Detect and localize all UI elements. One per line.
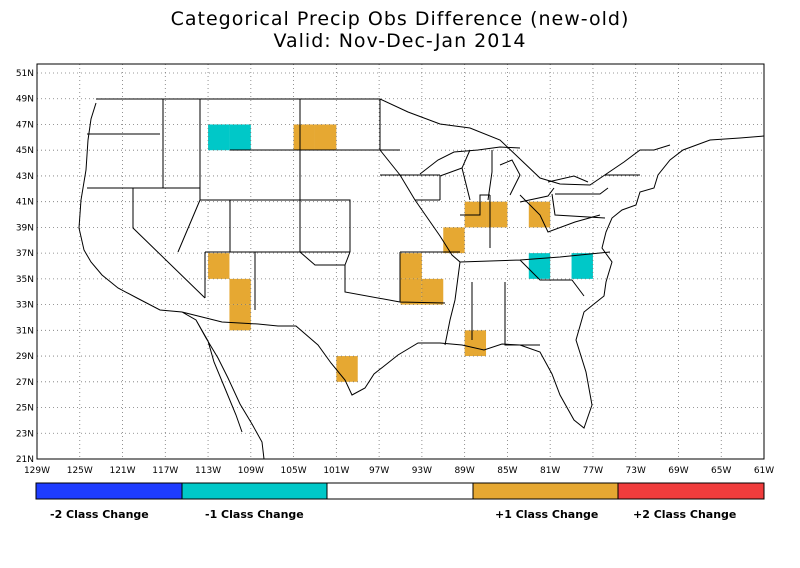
state-boundaries bbox=[87, 99, 640, 346]
lat-tick-label: 35N bbox=[16, 275, 34, 285]
lat-tick-label: 49N bbox=[16, 95, 34, 105]
difference-cell bbox=[229, 304, 251, 331]
difference-cell bbox=[400, 278, 422, 305]
legend-label-plus2: +2 Class Change bbox=[633, 508, 737, 521]
canada-border bbox=[96, 98, 671, 186]
legend-swatch-zero bbox=[326, 482, 474, 500]
lon-tick-label: 125W bbox=[67, 466, 93, 476]
lon-tick-label: 69W bbox=[668, 466, 688, 476]
legend-label-plus1: +1 Class Change bbox=[495, 508, 599, 521]
legend-swatch-plus2 bbox=[617, 482, 765, 500]
lon-tick-label: 73W bbox=[626, 466, 646, 476]
difference-cell bbox=[208, 253, 230, 279]
lat-tick-label: 43N bbox=[16, 172, 34, 182]
difference-cell bbox=[229, 278, 251, 305]
lat-tick-label: 39N bbox=[16, 223, 34, 233]
lat-tick-label: 41N bbox=[16, 198, 34, 208]
difference-cell bbox=[314, 124, 337, 151]
lat-tick-label: 23N bbox=[16, 429, 34, 439]
difference-cell bbox=[421, 278, 444, 305]
lat-tick-label: 33N bbox=[16, 301, 34, 311]
difference-cell bbox=[400, 253, 422, 279]
legend-colorbar bbox=[35, 482, 765, 500]
map-subtitle: Valid: Nov-Dec-Jan 2014 bbox=[273, 30, 527, 52]
coastline bbox=[78, 102, 764, 459]
lon-tick-label: 61W bbox=[754, 466, 774, 476]
lon-tick-label: 85W bbox=[497, 466, 517, 476]
lat-tick-label: 31N bbox=[16, 326, 34, 336]
difference-cell bbox=[486, 201, 508, 228]
legend-swatch-minus2 bbox=[35, 482, 183, 500]
axis-tick-labels: 129W 125W 121W 117W 113W 109W 105W 101W 97W 93W 89… bbox=[16, 69, 774, 476]
lon-tick-label: 113W bbox=[195, 466, 221, 476]
lon-tick-label: 117W bbox=[152, 466, 178, 476]
difference-cell bbox=[571, 253, 593, 279]
lat-tick-label: 51N bbox=[16, 69, 34, 79]
lon-tick-label: 101W bbox=[323, 466, 349, 476]
map-title: Categorical Precip Obs Difference (new-o… bbox=[170, 8, 630, 30]
legend-label-minus1: -1 Class Change bbox=[205, 508, 304, 521]
map-outlines bbox=[78, 98, 764, 459]
lon-tick-label: 93W bbox=[412, 466, 432, 476]
lat-tick-label: 45N bbox=[16, 146, 34, 156]
lat-tick-label: 29N bbox=[16, 352, 34, 362]
lon-tick-label: 89W bbox=[454, 466, 474, 476]
lon-tick-label: 109W bbox=[238, 466, 264, 476]
legend-swatch-plus1 bbox=[472, 482, 619, 500]
lon-tick-label: 97W bbox=[369, 466, 389, 476]
legend-label-minus2: -2 Class Change bbox=[50, 508, 149, 521]
lat-tick-label: 27N bbox=[16, 378, 34, 388]
lon-tick-label: 77W bbox=[583, 466, 603, 476]
legend-swatch-minus1 bbox=[181, 482, 328, 500]
lat-tick-label: 21N bbox=[16, 455, 34, 465]
map-frame bbox=[36, 63, 765, 460]
difference-cell bbox=[443, 227, 465, 254]
lat-tick-label: 25N bbox=[16, 404, 34, 414]
difference-cell bbox=[464, 330, 487, 357]
lon-tick-label: 81W bbox=[540, 466, 560, 476]
lon-tick-label: 105W bbox=[281, 466, 307, 476]
difference-cell bbox=[208, 124, 230, 151]
lon-tick-label: 121W bbox=[109, 466, 135, 476]
lat-tick-label: 37N bbox=[16, 249, 34, 259]
lon-tick-label: 129W bbox=[24, 466, 50, 476]
difference-cell bbox=[229, 124, 251, 151]
lon-tick-label: 65W bbox=[711, 466, 731, 476]
difference-cell bbox=[528, 253, 551, 279]
difference-cell bbox=[336, 356, 358, 382]
lat-tick-label: 47N bbox=[16, 120, 34, 130]
difference-cell bbox=[293, 124, 315, 151]
